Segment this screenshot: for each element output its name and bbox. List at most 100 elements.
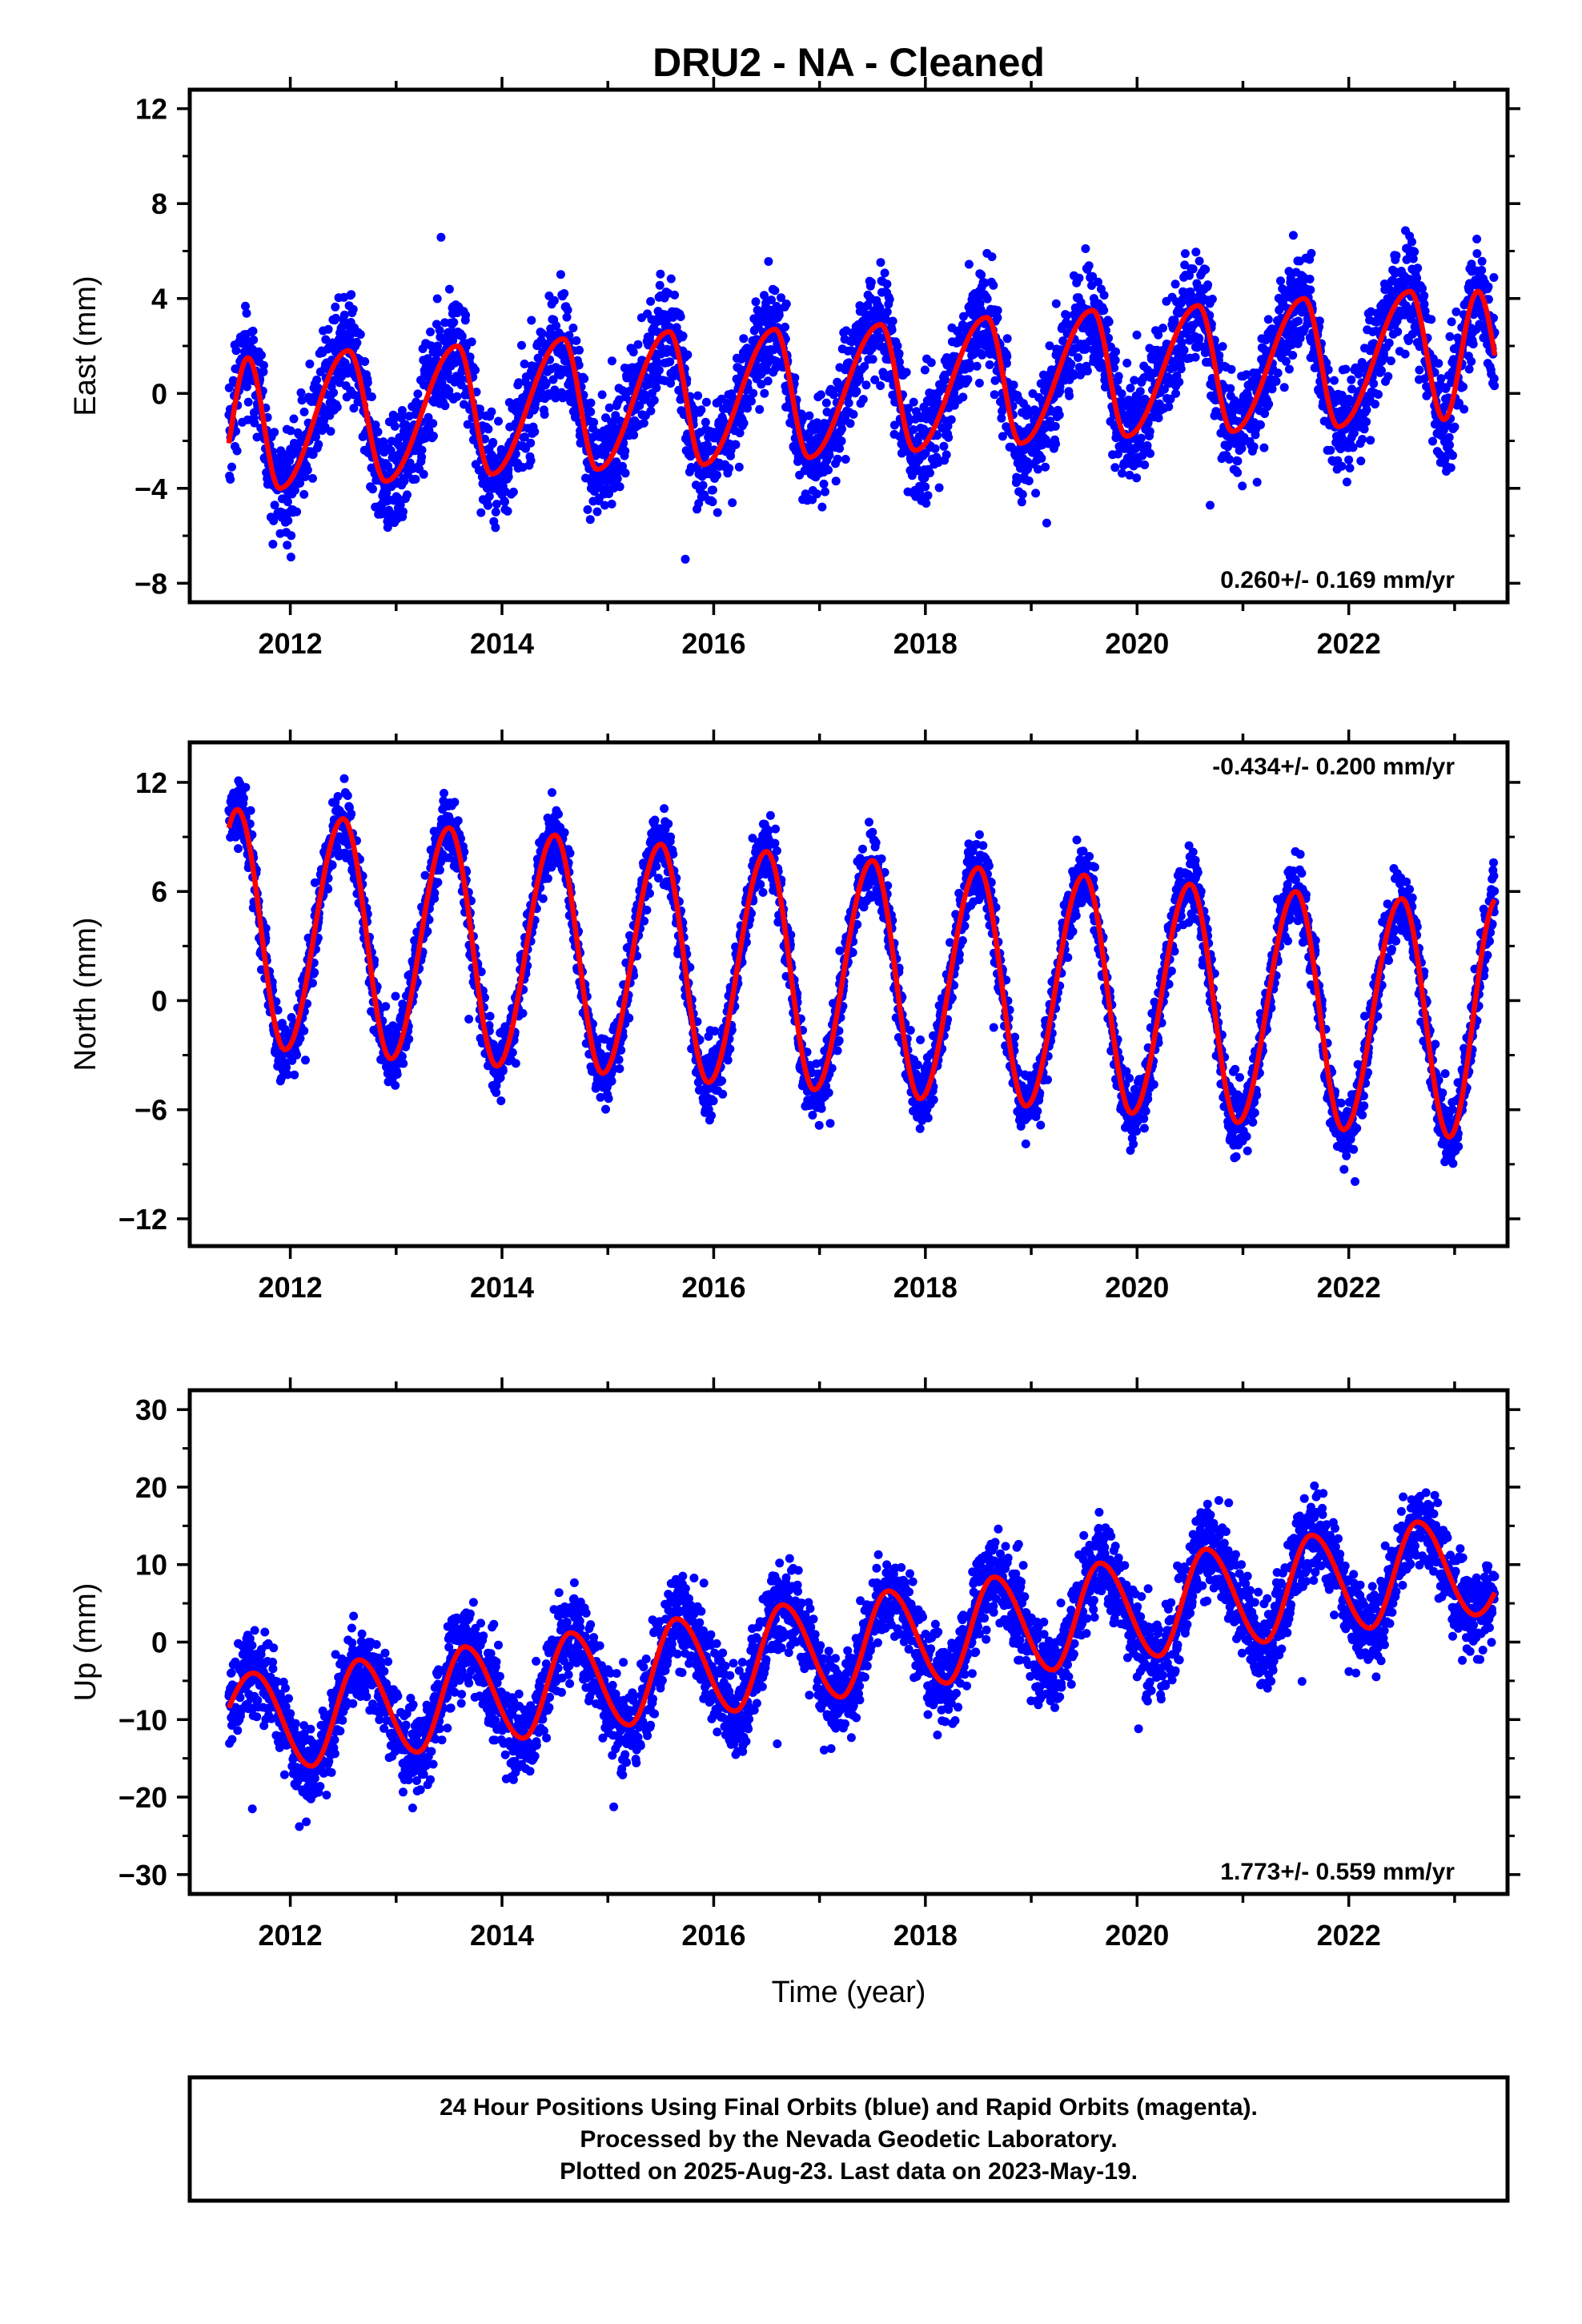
- data-point: [396, 500, 405, 509]
- data-point: [770, 286, 780, 296]
- data-point: [295, 1034, 305, 1043]
- data-point: [511, 449, 520, 459]
- east-y-tick-label: −8: [135, 567, 167, 600]
- data-point: [589, 417, 599, 427]
- data-point: [1094, 277, 1102, 287]
- data-point: [844, 398, 853, 408]
- data-point: [713, 508, 722, 517]
- data-point: [943, 421, 953, 431]
- data-point: [812, 489, 821, 499]
- data-point: [491, 523, 500, 533]
- data-point: [508, 487, 518, 497]
- east-y-axis-title: East (mm): [69, 275, 102, 416]
- data-point: [1191, 247, 1201, 257]
- data-point: [1188, 264, 1198, 274]
- east-y-tick-label: −4: [135, 472, 167, 505]
- data-point: [604, 403, 614, 412]
- data-point: [326, 427, 335, 436]
- data-point: [1294, 316, 1303, 326]
- data-point: [1447, 317, 1456, 327]
- data-point: [866, 278, 876, 287]
- data-point: [400, 476, 409, 486]
- data-point: [248, 326, 258, 336]
- data-point: [420, 870, 430, 880]
- data-point: [292, 1050, 302, 1059]
- data-point: [556, 270, 565, 279]
- data-point: [433, 878, 443, 887]
- data-point: [286, 426, 295, 436]
- data-point: [1081, 244, 1090, 253]
- east-y-tick-label: 4: [151, 283, 167, 316]
- data-point: [391, 991, 400, 1001]
- data-point: [1276, 276, 1285, 286]
- data-point: [1427, 315, 1436, 324]
- data-point: [1171, 388, 1180, 398]
- data-point: [363, 378, 372, 388]
- data-point: [665, 357, 675, 367]
- data-point: [331, 313, 340, 323]
- data-point: [965, 363, 974, 372]
- data-point: [1051, 299, 1061, 308]
- data-point: [517, 340, 526, 350]
- data-point: [239, 794, 248, 803]
- east-y-tick-label: 12: [135, 93, 167, 126]
- data-point: [1444, 432, 1454, 442]
- data-point: [895, 357, 904, 367]
- data-point: [575, 345, 584, 355]
- data-point: [909, 425, 918, 434]
- data-point: [580, 374, 589, 384]
- data-point: [1177, 338, 1186, 348]
- data-point: [1180, 249, 1190, 259]
- data-point: [404, 1035, 414, 1043]
- data-point: [977, 270, 986, 279]
- data-point: [1023, 464, 1032, 474]
- data-point: [860, 362, 869, 371]
- data-point: [399, 1059, 408, 1068]
- data-point: [849, 409, 858, 419]
- data-point: [1434, 359, 1443, 368]
- data-point: [1326, 445, 1335, 455]
- data-point: [755, 404, 765, 414]
- data-point: [708, 485, 717, 495]
- data-point: [974, 378, 984, 388]
- data-point: [549, 296, 559, 305]
- data-point: [568, 324, 578, 332]
- data-point: [858, 395, 868, 404]
- data-point: [882, 308, 892, 316]
- data-point: [250, 418, 259, 428]
- data-point: [395, 432, 404, 442]
- data-point: [821, 398, 831, 408]
- data-point: [467, 337, 476, 347]
- data-point: [725, 464, 734, 473]
- data-point: [894, 349, 904, 358]
- data-point: [821, 487, 829, 497]
- data-point: [920, 365, 930, 375]
- data-point: [527, 316, 536, 325]
- data-point: [1446, 463, 1456, 472]
- data-point: [941, 375, 950, 384]
- data-point: [232, 446, 242, 456]
- data-point: [435, 326, 444, 335]
- data-point: [1459, 382, 1468, 392]
- data-point: [348, 304, 358, 314]
- data-point: [323, 884, 333, 894]
- data-point: [1069, 371, 1078, 380]
- data-point: [942, 450, 951, 460]
- data-point: [1233, 456, 1243, 466]
- data-point: [342, 392, 351, 402]
- data-point: [312, 375, 322, 384]
- data-point: [368, 485, 377, 494]
- data-point: [678, 332, 688, 340]
- data-point: [620, 468, 630, 478]
- data-point: [259, 360, 268, 370]
- data-point: [959, 312, 968, 321]
- data-point: [314, 440, 323, 449]
- data-point: [249, 335, 259, 344]
- east-data-points: [224, 226, 1500, 564]
- data-point: [739, 334, 749, 344]
- data-point: [1088, 271, 1098, 281]
- data-point: [1066, 360, 1076, 369]
- data-point: [760, 291, 769, 300]
- data-point: [484, 501, 492, 510]
